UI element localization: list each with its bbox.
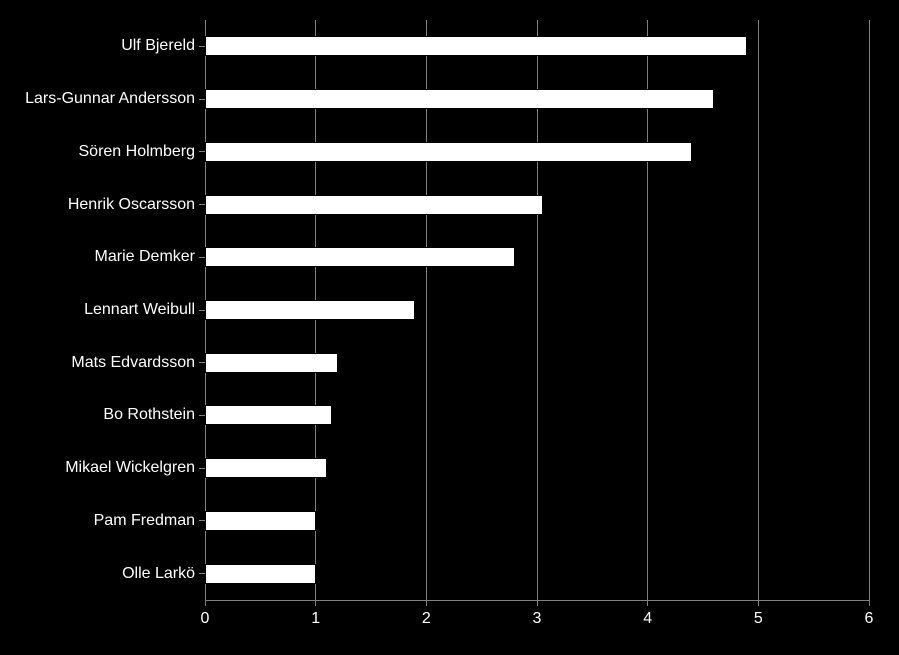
y-tick	[199, 204, 205, 205]
y-tick	[199, 415, 205, 416]
x-axis-tick-label: 3	[533, 610, 542, 628]
plot-area	[205, 20, 869, 600]
x-tick	[869, 600, 870, 606]
data-bar	[205, 300, 415, 320]
x-tick	[426, 600, 427, 606]
x-tick	[205, 600, 206, 606]
data-bar	[205, 142, 692, 162]
x-axis-tick-label: 1	[311, 610, 320, 628]
bar-chart: 0 1 2 3 4 5 6 Ulf Bjereld Lars-Gunnar Andersson S…	[0, 0, 899, 655]
data-bar	[205, 564, 316, 584]
data-bar	[205, 405, 332, 425]
data-bar	[205, 458, 327, 478]
y-tick	[199, 362, 205, 363]
x-tick	[315, 600, 316, 606]
x-axis-tick-label: 2	[422, 610, 431, 628]
y-axis-category-label: Marie Demker	[95, 248, 195, 266]
data-bar	[205, 36, 747, 56]
y-axis-category-label: Henrik Oscarsson	[68, 196, 195, 214]
y-tick	[199, 310, 205, 311]
data-bar	[205, 511, 316, 531]
y-axis-category-label: Lars-Gunnar Andersson	[25, 90, 195, 108]
y-tick	[199, 99, 205, 100]
y-axis-category-label: Sören Holmberg	[79, 143, 196, 161]
y-tick	[199, 151, 205, 152]
x-tick	[647, 600, 648, 606]
data-bar	[205, 195, 543, 215]
y-tick	[199, 468, 205, 469]
x-tick	[758, 600, 759, 606]
data-bar	[205, 353, 338, 373]
y-axis-category-label: Mats Edvardsson	[71, 354, 195, 372]
y-axis-category-label: Ulf Bjereld	[121, 37, 195, 55]
gridline	[758, 20, 759, 600]
x-axis-tick-label: 4	[643, 610, 652, 628]
y-tick	[199, 573, 205, 574]
x-axis-tick-label: 6	[865, 610, 874, 628]
data-bar	[205, 247, 515, 267]
y-tick	[199, 520, 205, 521]
y-tick	[199, 46, 205, 47]
x-axis-tick-label: 5	[754, 610, 763, 628]
y-axis-category-label: Pam Fredman	[94, 512, 195, 530]
data-bar	[205, 89, 714, 109]
x-axis-line	[205, 600, 869, 601]
y-axis-category-label: Bo Rothstein	[103, 406, 195, 424]
x-tick	[537, 600, 538, 606]
y-axis-category-label: Lennart Weibull	[84, 301, 195, 319]
gridline	[869, 20, 870, 600]
y-tick	[199, 257, 205, 258]
y-axis-category-label: Mikael Wickelgren	[65, 459, 195, 477]
y-axis-category-label: Olle Larkö	[122, 565, 195, 583]
x-axis-tick-label: 0	[201, 610, 210, 628]
